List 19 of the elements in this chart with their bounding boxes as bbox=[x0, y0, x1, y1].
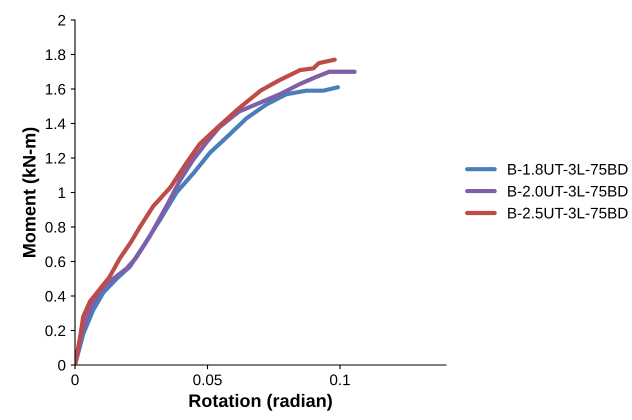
y-tick-label: 0.4 bbox=[45, 290, 66, 302]
y-tick-label: 0.8 bbox=[45, 222, 66, 233]
y-tick-label: 1 bbox=[58, 188, 66, 198]
y-tick-label: 1.6 bbox=[46, 84, 66, 95]
y-tick-label: 1.4 bbox=[46, 118, 66, 130]
y-tick-label: 0 bbox=[58, 360, 66, 371]
y-tick-label: 0.2 bbox=[45, 325, 66, 336]
legend-label: B-1.8UT-3L-75BD bbox=[508, 164, 628, 175]
y-axis-title: Moment (kN-m) bbox=[22, 128, 40, 257]
x-tick-label: 0.1 bbox=[330, 374, 350, 386]
y-tick-label: 0.6 bbox=[45, 256, 66, 268]
legend-label: B-2.0UT-3L-75BD bbox=[508, 186, 628, 197]
legend-label: B-2.5UT-3L-75BD bbox=[508, 208, 628, 218]
y-tick-label: 1.8 bbox=[46, 49, 66, 60]
y-tick-label: 1.2 bbox=[46, 152, 66, 164]
y-tick-label: 2 bbox=[58, 14, 66, 26]
x-tick-label: 0 bbox=[71, 374, 79, 386]
x-axis-title: Rotation (radian) bbox=[189, 394, 332, 411]
x-tick-label: 0.05 bbox=[193, 374, 222, 386]
